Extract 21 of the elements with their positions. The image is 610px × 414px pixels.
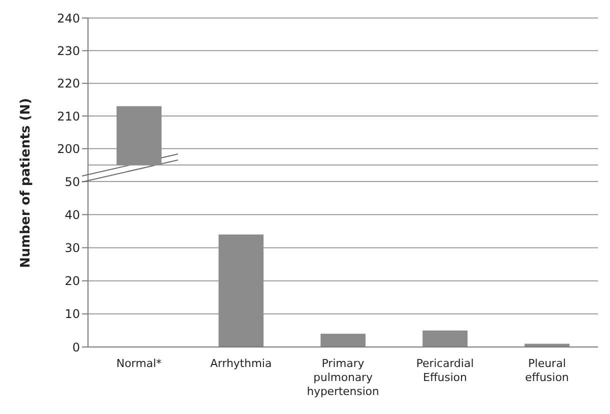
bar <box>320 334 366 347</box>
y-tick-label: 200 <box>57 142 80 156</box>
bar <box>218 234 264 347</box>
x-tick-label: Pleural effusion <box>525 357 569 384</box>
y-tick-label: 210 <box>57 109 80 124</box>
bar <box>524 344 570 347</box>
y-tick-label: 40 <box>64 208 80 222</box>
y-tick-label: 30 <box>64 240 80 255</box>
x-tick-label: Normal* <box>116 357 162 370</box>
y-tick-label: 50 <box>64 174 80 189</box>
y-tick-label: 0 <box>72 340 80 354</box>
y-tick-label: 240 <box>57 11 80 26</box>
y-tick-label: 230 <box>57 44 80 58</box>
x-tick-label: Arrhythmia <box>210 357 272 370</box>
y-axis-title: Number of patients (N) <box>18 98 34 268</box>
bar <box>422 330 468 347</box>
y-tick-label: 20 <box>64 274 80 288</box>
x-tick-label: Pericardial Effusion <box>416 357 474 384</box>
x-tick-label: Primary pulmonary hypertension <box>306 357 380 398</box>
y-tick-label: 220 <box>57 76 80 91</box>
y-tick-label: 10 <box>64 307 80 322</box>
